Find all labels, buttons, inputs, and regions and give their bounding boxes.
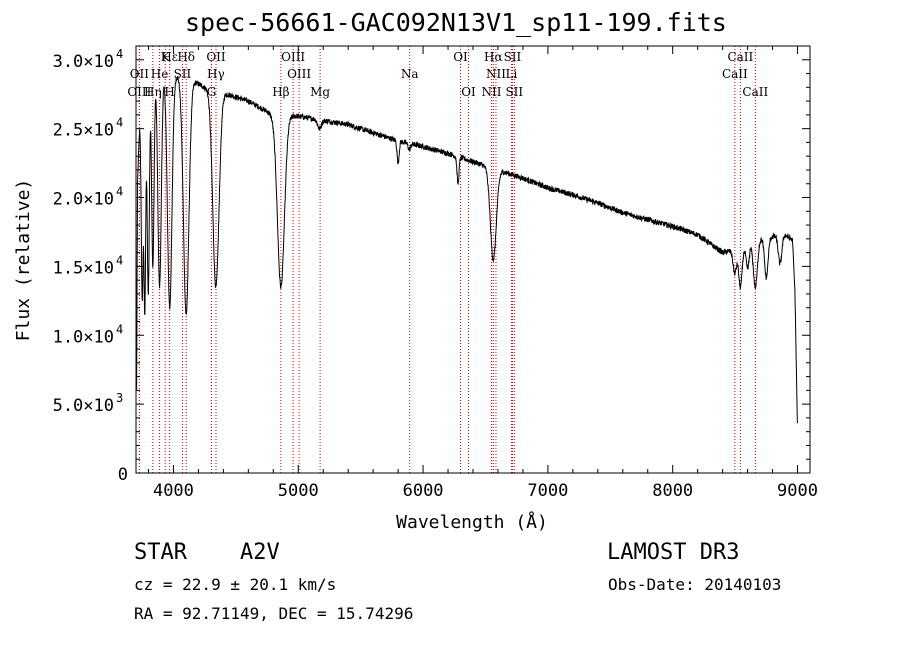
y-tick-exponent: 4 [116, 253, 123, 267]
y-tick-label: 2.0×10 [53, 190, 114, 210]
line-label: Na [401, 67, 419, 81]
line-label: NII [486, 67, 506, 81]
y-tick-exponent: 4 [116, 322, 123, 336]
x-tick-label: 9000 [777, 481, 818, 501]
y-tick-exponent: 4 [116, 116, 123, 130]
line-label: CaII [742, 85, 768, 99]
line-markers [138, 46, 756, 473]
line-label: OI [461, 85, 476, 99]
object-class: STAR [134, 540, 187, 565]
line-label: OII [130, 67, 150, 81]
line-label: SII [505, 85, 523, 99]
y-tick-label: 3.0×10 [53, 52, 114, 72]
line-label: OIII [287, 67, 311, 81]
y-tick-label: 1.5×10 [53, 258, 114, 278]
chart-title: spec-56661-GAC092N13V1_sp11-199.fits [185, 8, 727, 37]
y-tick-exponent: 4 [116, 185, 123, 199]
x-axis-label: Wavelength (Å) [396, 511, 548, 533]
line-label: He [151, 67, 169, 81]
line-label: Hβ [272, 85, 289, 99]
y-tick-label: 5.0×10 [53, 396, 114, 416]
line-label: Hε [161, 50, 178, 64]
y-tick-label: 2.5×10 [53, 121, 114, 141]
x-tick-label: 7000 [527, 481, 568, 501]
x-tick-label: 8000 [652, 481, 693, 501]
y-axis: 05.0×10 31.0×10 41.5×10 42.0×10 42.5×10 43.0×… [53, 45, 810, 485]
x-tick-label: 5000 [278, 481, 319, 501]
line-label: OIII [281, 50, 305, 64]
line-label: H [164, 85, 174, 99]
redshift-value: cz = 22.9 ± 20.1 km/s [134, 575, 337, 594]
spectrum-line [136, 75, 798, 424]
line-label: G [207, 85, 217, 99]
line-label: Mg [310, 85, 330, 99]
line-label: OII [206, 50, 226, 64]
line-label: Hη [144, 85, 162, 99]
line-label: CaII [727, 50, 753, 64]
x-tick-label: 4000 [153, 481, 194, 501]
y-axis-label: Flux (relative) [13, 179, 34, 342]
x-tick-label: 6000 [403, 481, 444, 501]
y-tick-label: 1.0×10 [53, 327, 114, 347]
line-label: Hα [484, 50, 503, 64]
obs-date: Obs-Date: 20140103 [608, 575, 782, 594]
line-label: OI [453, 50, 468, 64]
line-label: CaII [722, 67, 748, 81]
line-label: Hγ [207, 67, 225, 81]
y-tick-exponent: 3 [116, 391, 123, 405]
coordinates: RA = 92.71149, DEC = 15.74296 [134, 604, 414, 623]
line-label: Li [506, 67, 518, 81]
line-label: OIII [127, 85, 151, 99]
y-tick-label: 0 [118, 465, 128, 485]
line-label: NII [481, 85, 501, 99]
line-label: SII [504, 50, 522, 64]
line-label: SII [174, 67, 192, 81]
plot-frame [135, 45, 811, 474]
subclass: A2V [240, 540, 280, 565]
line-label: Hδ [177, 50, 195, 64]
line-label: K [161, 50, 171, 64]
x-axis: 4000 5000 6000 7000 8000 9000 [147, 46, 818, 501]
y-tick-exponent: 4 [116, 47, 123, 61]
survey-name: LAMOST DR3 [607, 540, 740, 565]
